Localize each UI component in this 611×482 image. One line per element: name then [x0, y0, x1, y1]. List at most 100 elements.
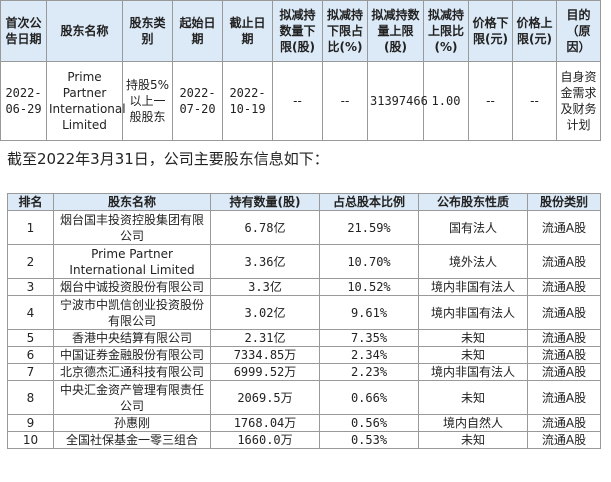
- rank-cell: 5: [7, 329, 54, 347]
- shares-cell: 2069.5万: [210, 380, 320, 415]
- ratio-cell: 7.35%: [319, 329, 419, 347]
- header-name: 股东名称: [53, 193, 211, 211]
- header-first-announce-date: 首次公告日期: [0, 0, 47, 62]
- name-cell: 烟台中诚投资股份有限公司: [53, 278, 211, 296]
- table-row: 3 烟台中诚投资股份有限公司 3.3亿 10.52% 境内非国有法人 流通A股: [7, 278, 601, 296]
- cell-end-date: 2022-10-19: [222, 61, 273, 141]
- name-cell: 宁波市中凯信创业投资股份有限公司: [53, 295, 211, 330]
- rank-cell: 4: [7, 295, 54, 330]
- class-cell: 流通A股: [527, 210, 601, 245]
- shares-cell: 1768.04万: [210, 414, 320, 432]
- header-share-ratio: 占总股本比例: [319, 193, 419, 211]
- cell-start-date: 2022-07-20: [172, 61, 223, 141]
- header-shares-held: 持有数量(股): [210, 193, 320, 211]
- cell-max-ratio: 1.00: [423, 61, 469, 141]
- header-holder-nature: 公布股东性质: [418, 193, 528, 211]
- cell-shareholder-type: 持股5%以上一般股东: [122, 61, 173, 141]
- cell-price-min: --: [468, 61, 513, 141]
- shares-cell: 3.36亿: [210, 244, 320, 279]
- class-cell: 流通A股: [527, 244, 601, 279]
- name-cell: Prime Partner International Limited: [53, 244, 211, 279]
- table-row: 7 北京德杰汇通科技有限公司 6999.52万 2.23% 境内非国有法人 流通…: [7, 363, 601, 381]
- nature-cell: 境内自然人: [418, 414, 528, 432]
- cell-price-max: --: [512, 61, 557, 141]
- header-price-min: 价格下限(元): [468, 0, 513, 62]
- ratio-cell: 0.66%: [319, 380, 419, 415]
- reduction-plan-table: 首次公告日期 股东名称 股东类别 起始日期 截止日期 拟减持数量下限(股) 拟减…: [0, 0, 601, 141]
- header-max-ratio: 拟减持上限比(%): [423, 0, 469, 62]
- nature-cell: 未知: [418, 329, 528, 347]
- ratio-cell: 2.34%: [319, 346, 419, 364]
- class-cell: 流通A股: [527, 414, 601, 432]
- cell-purpose: 自身资金需求及财务计划: [556, 61, 601, 141]
- class-cell: 流通A股: [527, 431, 601, 449]
- cell-min-shares: --: [272, 61, 323, 141]
- table-row: 10 全国社保基金一零三组合 1660.0万 0.53% 未知 流通A股: [7, 431, 601, 449]
- table-row: 5 香港中央结算有限公司 2.31亿 7.35% 未知 流通A股: [7, 329, 601, 347]
- nature-cell: 未知: [418, 380, 528, 415]
- rank-cell: 3: [7, 278, 54, 296]
- rank-cell: 10: [7, 431, 54, 449]
- shares-cell: 7334.85万: [210, 346, 320, 364]
- cell-shareholder-name: Prime Partner International Limited: [46, 61, 126, 141]
- name-cell: 中央汇金资产管理有限责任公司: [53, 380, 211, 415]
- table-row: 2 Prime Partner International Limited 3.…: [7, 244, 601, 279]
- name-cell: 北京德杰汇通科技有限公司: [53, 363, 211, 381]
- shares-cell: 1660.0万: [210, 431, 320, 449]
- rank-cell: 8: [7, 380, 54, 415]
- reduction-plan-header-row: 首次公告日期 股东名称 股东类别 起始日期 截止日期 拟减持数量下限(股) 拟减…: [0, 0, 601, 62]
- nature-cell: 境内非国有法人: [418, 363, 528, 381]
- shares-cell: 6999.52万: [210, 363, 320, 381]
- reduction-plan-row: 2022-06-29 Prime Partner International L…: [0, 61, 601, 141]
- header-purpose: 目的（原因）: [556, 0, 601, 62]
- rank-cell: 9: [7, 414, 54, 432]
- class-cell: 流通A股: [527, 346, 601, 364]
- name-cell: 全国社保基金一零三组合: [53, 431, 211, 449]
- header-start-date: 起始日期: [172, 0, 223, 62]
- header-shareholder-type: 股东类别: [122, 0, 173, 62]
- cell-min-ratio: --: [322, 61, 368, 141]
- nature-cell: 境内非国有法人: [418, 278, 528, 296]
- cell-first-announce-date: 2022-06-29: [0, 61, 47, 141]
- nature-cell: 未知: [418, 346, 528, 364]
- nature-cell: 未知: [418, 431, 528, 449]
- class-cell: 流通A股: [527, 380, 601, 415]
- name-cell: 香港中央结算有限公司: [53, 329, 211, 347]
- top-shareholders-table: 排名 股东名称 持有数量(股) 占总股本比例 公布股东性质 股份类别 1 烟台国…: [7, 193, 601, 449]
- ratio-cell: 0.56%: [319, 414, 419, 432]
- summary-text: 截至2022年3月31日，公司主要股东信息如下：: [7, 150, 329, 168]
- shares-cell: 2.31亿: [210, 329, 320, 347]
- rank-cell: 2: [7, 244, 54, 279]
- name-cell: 孙惠刚: [53, 414, 211, 432]
- table-row: 1 烟台国丰投资控股集团有限公司 6.78亿 21.59% 国有法人 流通A股: [7, 210, 601, 245]
- shares-cell: 3.02亿: [210, 295, 320, 330]
- shares-cell: 6.78亿: [210, 210, 320, 245]
- table-row: 9 孙惠刚 1768.04万 0.56% 境内自然人 流通A股: [7, 414, 601, 432]
- top-shareholders-header-row: 排名 股东名称 持有数量(股) 占总股本比例 公布股东性质 股份类别: [7, 193, 601, 211]
- rank-cell: 1: [7, 210, 54, 245]
- header-shareholder-name: 股东名称: [46, 0, 123, 62]
- table-row: 8 中央汇金资产管理有限责任公司 2069.5万 0.66% 未知 流通A股: [7, 380, 601, 415]
- nature-cell: 国有法人: [418, 210, 528, 245]
- table-row: 6 中国证券金融股份有限公司 7334.85万 2.34% 未知 流通A股: [7, 346, 601, 364]
- header-price-max: 价格上限(元): [512, 0, 557, 62]
- ratio-cell: 10.52%: [319, 278, 419, 296]
- name-cell: 中国证券金融股份有限公司: [53, 346, 211, 364]
- table-row: 4 宁波市中凯信创业投资股份有限公司 3.02亿 9.61% 境内非国有法人 流…: [7, 295, 601, 330]
- nature-cell: 境内非国有法人: [418, 295, 528, 330]
- ratio-cell: 10.70%: [319, 244, 419, 279]
- nature-cell: 境外法人: [418, 244, 528, 279]
- header-share-class: 股份类别: [527, 193, 601, 211]
- ratio-cell: 21.59%: [319, 210, 419, 245]
- rank-cell: 7: [7, 363, 54, 381]
- shares-cell: 3.3亿: [210, 278, 320, 296]
- header-rank: 排名: [7, 193, 54, 211]
- rank-cell: 6: [7, 346, 54, 364]
- class-cell: 流通A股: [527, 295, 601, 330]
- class-cell: 流通A股: [527, 363, 601, 381]
- name-cell: 烟台国丰投资控股集团有限公司: [53, 210, 211, 245]
- ratio-cell: 2.23%: [319, 363, 419, 381]
- header-min-ratio: 拟减持下限占比(%): [322, 0, 368, 62]
- ratio-cell: 0.53%: [319, 431, 419, 449]
- ratio-cell: 9.61%: [319, 295, 419, 330]
